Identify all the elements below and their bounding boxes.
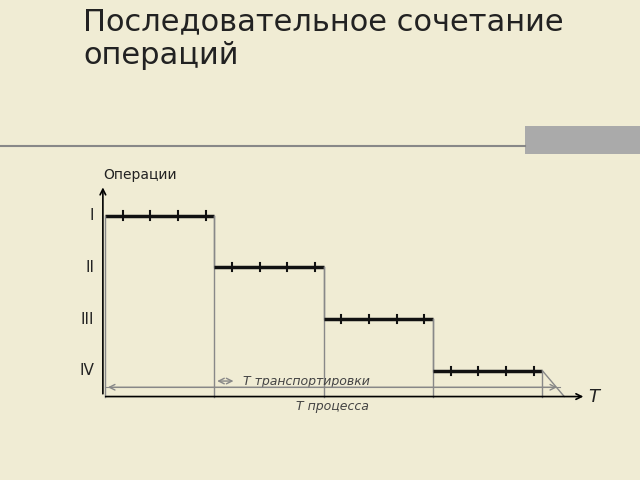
Text: IV: IV xyxy=(79,363,94,378)
Text: I: I xyxy=(90,208,94,223)
Text: III: III xyxy=(81,312,94,326)
Text: Последовательное сочетание
операций: Последовательное сочетание операций xyxy=(83,8,564,70)
Text: T: T xyxy=(588,387,599,406)
Bar xyxy=(525,126,640,154)
Text: T процесса: T процесса xyxy=(296,400,369,413)
Text: Операции: Операции xyxy=(103,168,177,182)
Text: II: II xyxy=(85,260,94,275)
Text: T транспортировки: T транспортировки xyxy=(243,374,370,387)
